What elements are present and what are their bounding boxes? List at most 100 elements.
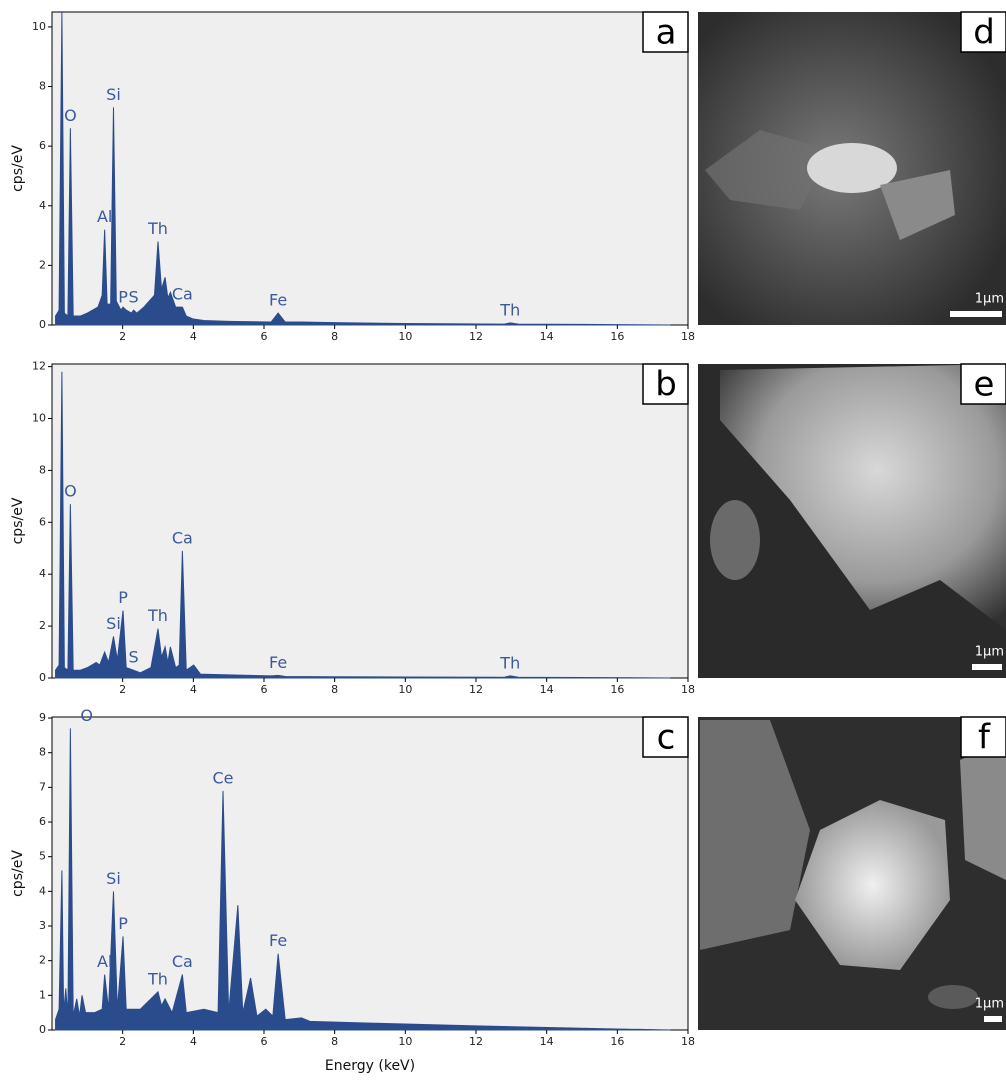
peak-label: Th [147, 606, 168, 625]
y-tick-label: 2 [39, 954, 46, 967]
peak-label: Si [106, 614, 121, 633]
scale-bar-label: 1µm [975, 997, 1004, 1012]
y-tick-label: 8 [39, 463, 46, 476]
peak-label: Th [147, 219, 168, 238]
peak-label: Fe [269, 291, 287, 310]
panel-letter: b [655, 365, 677, 405]
y-tick-label: 6 [39, 139, 46, 152]
scale-bar-label: 1µm [975, 292, 1004, 307]
panel-box [642, 363, 689, 405]
y-axis-title: cps/eV [10, 145, 26, 192]
y-tick-label: 7 [39, 780, 46, 793]
y-axis-title: cps/eV [10, 497, 26, 544]
x-tick-label: 12 [469, 330, 483, 343]
y-tick-label: 6 [39, 515, 46, 528]
scale-bar [984, 1016, 1002, 1022]
y-tick-label: 4 [39, 567, 46, 580]
x-tick-label: 16 [610, 1035, 624, 1048]
x-tick-label: 8 [331, 683, 338, 696]
x-tick-label: 14 [540, 1035, 554, 1048]
x-tick-label: 16 [610, 330, 624, 343]
x-tick-label: 2 [119, 683, 126, 696]
panel-box [960, 11, 1006, 53]
peak-label: Ca [172, 528, 193, 547]
y-tick-label: 2 [39, 619, 46, 632]
x-tick-label: 18 [681, 683, 695, 696]
sem-image-f [698, 717, 1006, 1030]
y-tick-label: 5 [39, 850, 46, 863]
y-tick-label: 4 [39, 884, 46, 897]
x-tick-label: 14 [540, 330, 554, 343]
x-tick-label: 4 [190, 330, 197, 343]
x-tick-label: 2 [119, 330, 126, 343]
plot-area [51, 11, 689, 326]
y-tick-label: 9 [39, 711, 46, 724]
x-tick-label: 6 [261, 330, 268, 343]
x-tick-label: 6 [261, 1035, 268, 1048]
peak-label: S [129, 648, 139, 667]
plot-area [51, 716, 689, 1031]
plot-area [51, 363, 689, 679]
y-tick-label: 10 [32, 20, 46, 33]
spectrum-area [55, 11, 671, 326]
peak-label: Fe [269, 931, 287, 950]
panel-box [960, 716, 1006, 758]
x-tick-label: 16 [610, 683, 624, 696]
peak-label: Al [97, 207, 112, 226]
peak-label: Fe [269, 653, 287, 672]
y-tick-label: 0 [39, 671, 46, 684]
y-axis-title: cps/eV [10, 850, 26, 897]
x-tick-label: 18 [681, 1035, 695, 1048]
x-tick-label: 18 [681, 330, 695, 343]
peak-label: P [118, 588, 128, 607]
peak-label: Th [147, 969, 168, 988]
peak-label: Th [499, 653, 520, 672]
peak-label: S [129, 288, 139, 307]
peak-label: Ca [172, 285, 193, 304]
y-tick-label: 3 [39, 919, 46, 932]
x-tick-label: 12 [469, 1035, 483, 1048]
panel-letter: a [656, 13, 677, 53]
peak-label: P [118, 288, 128, 307]
y-tick-label: 1 [39, 988, 46, 1001]
panel-box [960, 363, 1006, 405]
x-tick-label: 14 [540, 683, 554, 696]
peak-label: Si [106, 85, 121, 104]
peak-label: O [64, 106, 77, 125]
scale-bar [950, 311, 1002, 317]
y-tick-label: 2 [39, 258, 46, 271]
panel-box [642, 716, 689, 758]
panel-letter: e [974, 365, 995, 405]
x-tick-label: 10 [398, 683, 412, 696]
y-tick-label: 4 [39, 199, 46, 212]
peak-label: Th [499, 300, 520, 319]
scale-bar-label: 1µm [975, 645, 1004, 660]
x-tick-label: 8 [331, 1035, 338, 1048]
peak-label: Ca [172, 952, 193, 971]
x-tick-label: 12 [469, 683, 483, 696]
x-tick-label: 2 [119, 1035, 126, 1048]
panel-letter: f [978, 718, 991, 758]
peak-label: O [80, 706, 93, 725]
x-tick-label: 6 [261, 683, 268, 696]
x-tick-label: 8 [331, 330, 338, 343]
panel-letter: c [657, 718, 676, 758]
panel-box [642, 11, 689, 53]
peak-label: P [118, 914, 128, 933]
peak-label: Ce [213, 768, 234, 787]
x-tick-label: 4 [190, 1035, 197, 1048]
x-tick-label: 10 [398, 1035, 412, 1048]
y-tick-label: 0 [39, 1023, 46, 1036]
spectrum-area [55, 371, 671, 679]
spectrum-area [55, 728, 671, 1031]
peak-label: Si [106, 869, 121, 888]
sem-image-e [698, 364, 1006, 678]
peak-label: O [64, 482, 77, 501]
y-tick-label: 8 [39, 80, 46, 93]
y-tick-label: 8 [39, 746, 46, 759]
y-tick-label: 10 [32, 411, 46, 424]
peak-label: Al [97, 952, 112, 971]
x-tick-label: 10 [398, 330, 412, 343]
